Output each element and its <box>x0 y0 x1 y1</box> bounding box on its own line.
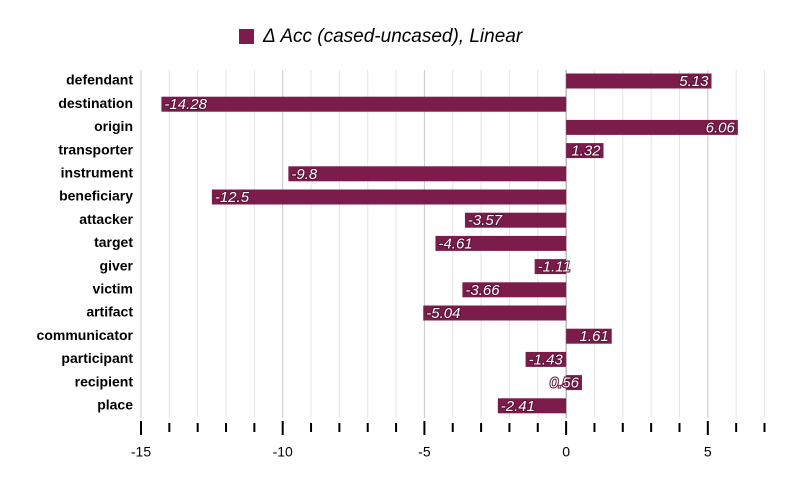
y-tick-label: beneficiary <box>59 188 133 204</box>
value-label: -3.66 <box>465 282 500 299</box>
value-label: -12.5 <box>215 189 250 206</box>
bar <box>534 259 567 275</box>
y-tick-label: destination <box>58 95 133 111</box>
bar <box>566 119 738 135</box>
y-tick-label: attacker <box>79 211 133 227</box>
bar <box>288 166 567 182</box>
bar <box>497 398 567 414</box>
bar <box>566 143 604 159</box>
bar <box>462 282 567 298</box>
bar <box>161 96 567 112</box>
y-tick-label: instrument <box>61 165 134 181</box>
bar <box>566 73 712 89</box>
y-tick-label: defendant <box>66 72 133 88</box>
value-label: 5.13 <box>679 73 709 90</box>
value-label: -4.61 <box>438 235 472 252</box>
x-tick-label: 0 <box>562 444 570 460</box>
value-label: -3.57 <box>468 212 503 229</box>
y-tick-label: participant <box>61 350 133 366</box>
y-tick-label: communicator <box>37 327 134 343</box>
bar <box>566 328 612 344</box>
y-tick-label: target <box>94 234 133 250</box>
bar <box>435 235 567 251</box>
x-tick-label: -15 <box>131 444 151 460</box>
value-label: 6.06 <box>706 119 736 136</box>
bar <box>566 375 582 391</box>
y-tick-label: giver <box>100 257 134 273</box>
y-tick-label: artifact <box>86 304 133 320</box>
value-label: -1.43 <box>529 351 564 368</box>
bar <box>423 305 567 321</box>
value-label: 0.56 <box>550 375 580 392</box>
value-label: -5.04 <box>426 305 460 322</box>
value-label: 1.61 <box>580 328 609 345</box>
legend-swatch <box>239 29 254 44</box>
y-tick-label: recipient <box>75 373 134 389</box>
x-tick-label: -10 <box>273 444 293 460</box>
bar <box>464 212 567 228</box>
x-tick-label: -5 <box>418 444 431 460</box>
value-label: -1.11 <box>538 259 571 276</box>
y-tick-label: origin <box>94 118 133 134</box>
x-tick-label: 5 <box>704 444 712 460</box>
value-label: -14.28 <box>164 96 207 113</box>
bar <box>211 189 567 205</box>
value-label: -9.8 <box>291 166 318 183</box>
legend-label: Δ Acc (cased-uncased), Linear <box>262 26 523 47</box>
y-tick-label: victim <box>93 281 133 297</box>
value-label: 1.32 <box>571 143 601 160</box>
bar <box>525 351 567 367</box>
value-label: -2.41 <box>501 398 535 415</box>
y-tick-label: transporter <box>58 141 133 157</box>
y-tick-label: place <box>97 397 133 413</box>
